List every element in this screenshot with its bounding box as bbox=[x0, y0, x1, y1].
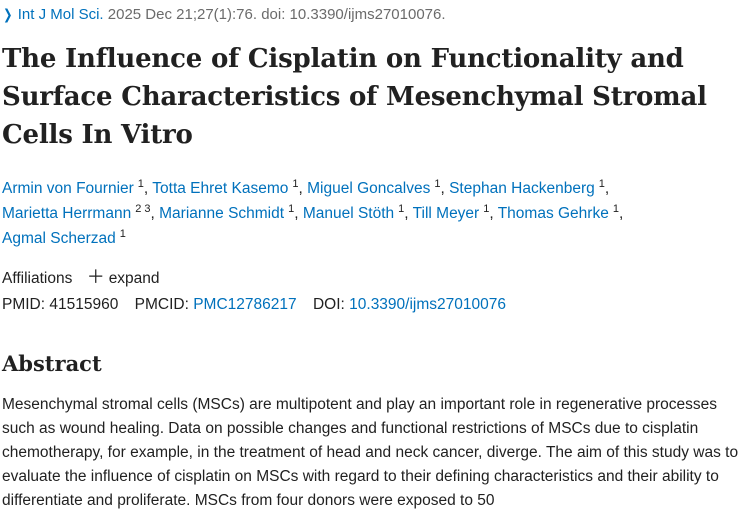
citation-line: ❯ Int J Mol Sci. 2025 Dec 21;27(1):76. do… bbox=[2, 4, 446, 25]
pmid-value: 41515960 bbox=[49, 296, 119, 313]
affiliation-number[interactable]: 1 bbox=[137, 177, 144, 190]
identifier-line: PMID: 41515960 PMCID: PMC12786217 DOI: 1… bbox=[2, 294, 506, 316]
article-title: The Influence of Cisplatin on Functional… bbox=[2, 44, 707, 150]
author-item: Till Meyer 1, bbox=[412, 202, 498, 222]
citation-details: 2025 Dec 21;27(1):76. doi: 10.3390/ijms2… bbox=[107, 6, 446, 23]
abstract-text: Mesenchymal stromal cells (MSCs) are mul… bbox=[2, 396, 739, 509]
affiliation-number[interactable]: 1 bbox=[483, 202, 490, 215]
affiliation-number[interactable]: 1 bbox=[598, 177, 605, 190]
author-link[interactable]: Marianne Schmidt bbox=[159, 205, 285, 222]
author-item: Armin von Fournier 1, bbox=[2, 177, 153, 197]
author-item: Stephan Hackenberg 1, bbox=[449, 177, 610, 197]
doi-label: DOI: bbox=[312, 296, 345, 313]
author-link[interactable]: Totta Ehret Kasemo bbox=[152, 180, 289, 197]
affiliation-number[interactable]: 1 bbox=[292, 177, 299, 190]
author-item: Miguel Goncalves 1, bbox=[307, 177, 450, 197]
expand-label[interactable]: expand bbox=[108, 270, 160, 287]
author-link[interactable]: Miguel Goncalves bbox=[307, 180, 431, 197]
author-item: Thomas Gehrke 1, bbox=[497, 202, 624, 222]
affiliation-number[interactable]: 1 bbox=[288, 202, 295, 215]
author-item: Marianne Schmidt 1, bbox=[159, 202, 303, 222]
affiliation-number[interactable]: 2 3 bbox=[135, 202, 151, 215]
affiliations-label: Affiliations bbox=[2, 270, 73, 287]
author-list: Armin von Fournier 1, Totta Ehret Kasemo 1… bbox=[2, 176, 732, 251]
affiliation-number[interactable]: 1 bbox=[434, 177, 441, 190]
author-link[interactable]: Armin von Fournier bbox=[2, 180, 134, 197]
affiliation-number[interactable]: 1 bbox=[612, 202, 619, 215]
abstract-heading: Abstract bbox=[2, 351, 102, 376]
doi-link[interactable]: 10.3390/ijms27010076 bbox=[349, 296, 506, 313]
author-link[interactable]: Marietta Herrmann bbox=[2, 205, 132, 222]
author-item: Manuel Stöth 1, bbox=[302, 202, 413, 222]
author-item: Totta Ehret Kasemo 1, bbox=[152, 177, 308, 197]
pmid-label: PMID: bbox=[2, 296, 46, 313]
affiliation-number[interactable]: 1 bbox=[398, 202, 405, 215]
author-link[interactable]: Manuel Stöth bbox=[302, 205, 395, 222]
pmcid-label: PMCID: bbox=[134, 296, 189, 313]
journal-link[interactable]: Int J Mol Sci. bbox=[17, 6, 104, 23]
affiliation-number[interactable]: 1 bbox=[119, 227, 126, 240]
pmcid-link[interactable]: PMC12786217 bbox=[193, 296, 297, 313]
affiliations-toggle[interactable]: Affiliations ＋ expand bbox=[2, 266, 160, 290]
author-link[interactable]: Stephan Hackenberg bbox=[449, 180, 595, 197]
chevron-right-icon[interactable]: ❯ bbox=[3, 6, 13, 22]
author-link[interactable]: Thomas Gehrke bbox=[497, 205, 609, 222]
author-link[interactable]: Till Meyer bbox=[412, 205, 480, 222]
author-item: Marietta Herrmann 2 3, bbox=[2, 202, 160, 222]
author-item: Agmal Scherzad 1 bbox=[2, 227, 126, 247]
author-link[interactable]: Agmal Scherzad bbox=[2, 230, 116, 247]
plus-icon[interactable]: ＋ bbox=[86, 267, 105, 287]
